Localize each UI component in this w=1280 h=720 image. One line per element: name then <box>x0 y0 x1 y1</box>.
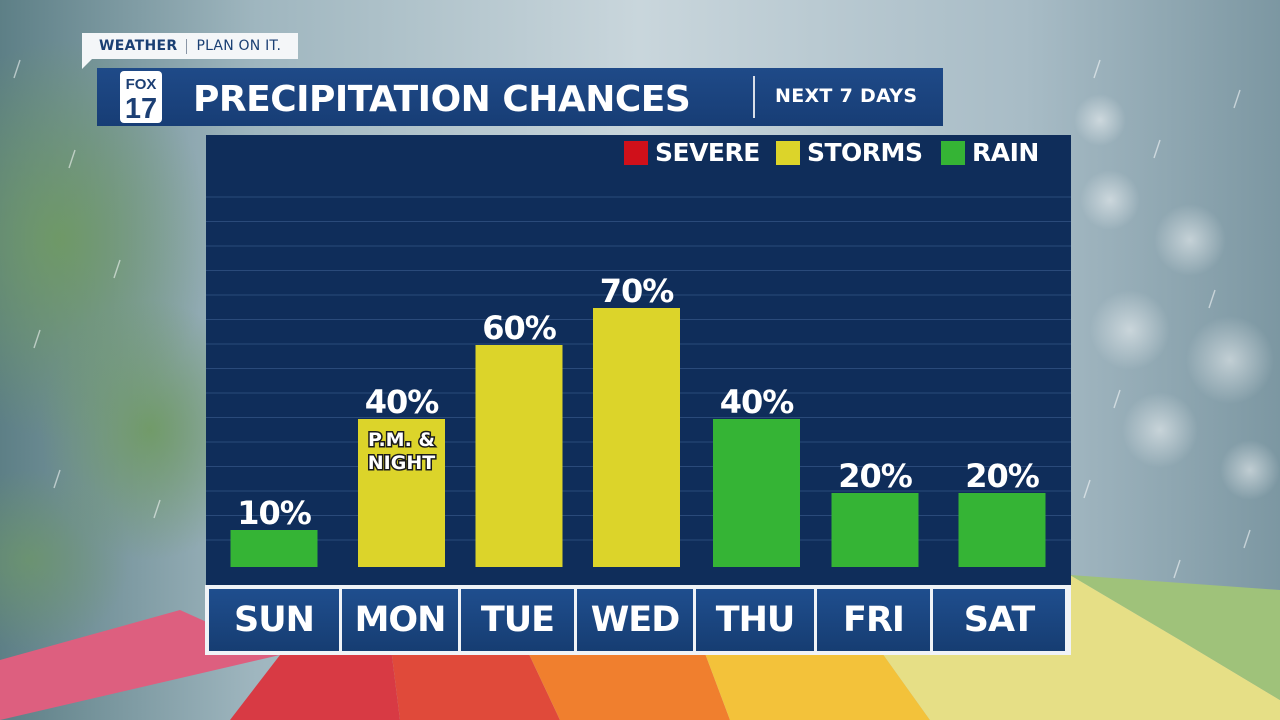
bar-fri <box>831 493 919 567</box>
bars <box>230 308 1046 567</box>
page-subtitle: NEXT 7 DAYS <box>775 85 918 107</box>
page-title: PRECIPITATION CHANCES <box>193 79 691 120</box>
legend-swatch-rain <box>941 141 965 165</box>
tagline-tail <box>82 59 92 69</box>
bar-thu <box>713 419 800 567</box>
tagline-text: PLAN ON IT. <box>196 38 282 54</box>
legend-swatch-storms <box>776 141 800 165</box>
bar-mon <box>358 419 445 567</box>
day-label-sun: SUN <box>209 589 339 651</box>
fox17-logo-icon: FOX 17 <box>120 71 162 123</box>
day-label-mon: MON <box>342 589 458 651</box>
value-label-fri: 20% <box>838 457 913 495</box>
value-labels: 10% 40% 60% 70% 40% 20% 20% <box>237 272 1041 532</box>
tagline-bold: WEATHER <box>99 38 178 54</box>
legend-label-storms: STORMS <box>807 138 922 167</box>
day-label-tue: TUE <box>461 589 574 651</box>
day-label-sat: SAT <box>933 589 1065 651</box>
bar-tue <box>475 345 563 567</box>
tagline-divider <box>186 38 188 54</box>
weather-tagline: WEATHER PLAN ON IT. <box>82 33 298 59</box>
value-label-thu: 40% <box>720 383 795 421</box>
annotations: P.M. &NIGHT <box>366 428 436 476</box>
bar-sun <box>230 530 318 567</box>
logo-text-num: 17 <box>125 93 157 123</box>
chart-legend: SEVERE STORMS RAIN <box>624 138 1039 167</box>
day-label-fri: FRI <box>817 589 930 651</box>
bar-sat <box>958 493 1046 567</box>
precipitation-chart: SEVERE STORMS RAIN 10% 40% 60% 70% 40% 20% 20% P… <box>206 135 1071 585</box>
legend-label-severe: SEVERE <box>655 138 760 167</box>
value-label-mon: 40% <box>365 383 440 421</box>
value-label-sun: 10% <box>237 494 312 532</box>
legend-swatch-severe <box>624 141 648 165</box>
annotation-line: P.M. & <box>368 429 435 451</box>
bar-wed <box>593 308 680 567</box>
day-label-thu: THU <box>696 589 814 651</box>
annotation-line: NIGHT <box>368 452 435 474</box>
value-label-wed: 70% <box>600 272 675 310</box>
logo-text-top: FOX <box>126 76 157 93</box>
value-label-sat: 20% <box>965 457 1040 495</box>
title-divider <box>753 76 755 118</box>
value-label-tue: 60% <box>482 309 557 347</box>
day-label-wed: WED <box>577 589 693 651</box>
legend-label-rain: RAIN <box>972 138 1039 167</box>
title-bar <box>97 68 943 126</box>
